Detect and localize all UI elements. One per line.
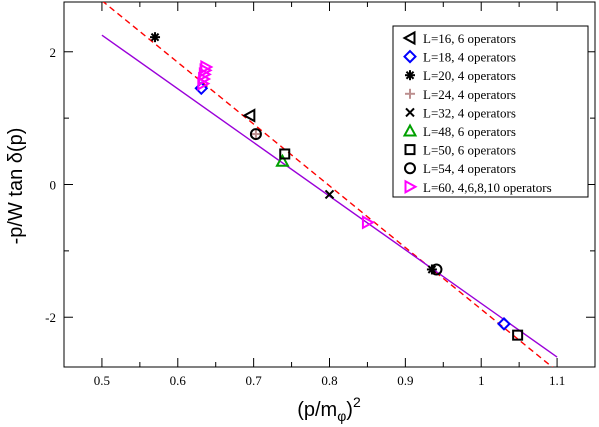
legend-marker [402,30,416,46]
legend-label: L=18, 4 operators [423,50,516,65]
legend-label: L=54, 4 operators [423,161,516,176]
x-tick-label: 0.9 [397,373,413,388]
data-point [200,59,214,75]
legend-label: L=16, 6 operators [423,31,516,46]
legend-label: L=24, 4 operators [423,87,516,102]
legend: L=16, 6 operators L=18, 4 operators L=20, … [392,25,589,198]
data-point [150,32,161,43]
y-tick-label: 2 [50,45,57,60]
data-point [279,148,291,160]
x-tick-label: 0.7 [246,373,263,388]
dashed-fit-line [102,2,554,367]
y-axis-label: -p/W tan δ(p) [5,128,27,245]
legend-marker [404,179,418,194]
fit-lines [101,2,558,367]
legend-marker [404,144,416,156]
legend-label: L=60, 4,6,8,10 operators [423,180,552,195]
data-point [249,128,262,141]
x-tick-label: 0.6 [170,373,187,388]
legend-label: L=32, 4 operators [423,105,516,120]
data-point [275,153,290,167]
legend-marker [405,88,415,99]
x-tick-label: 0.8 [321,373,337,388]
legend-label: L=50, 6 operators [423,143,516,158]
legend-marker [403,49,417,64]
data-point [497,316,511,331]
x-tick-label: 1 [478,373,485,388]
legend-box [392,25,589,198]
solid-fit-line [101,34,558,358]
legend-marker [405,70,415,81]
data-point [242,108,256,123]
data-markers [150,32,524,341]
legend-marker [402,123,418,137]
data-point [512,329,524,341]
legend-label: L=48, 6 operators [423,124,516,139]
legend-label: L=20, 4 operators [423,68,516,83]
y-tick-label: -2 [45,310,56,325]
data-point [361,215,376,230]
legend-marker [404,162,416,175]
data-point [430,263,443,276]
x-tick-label: 0.5 [94,373,110,388]
x-axis-label: (p/mφ)2 [297,394,361,424]
x-tick-label: 1.1 [549,373,565,388]
axis-ticks: 0.5 0.6 0.7 0.8 0.9 1 1.1 2 0 -2 [45,2,595,388]
data-point [250,129,261,140]
y-tick-label: 0 [50,178,57,193]
legend-marker [405,107,415,118]
data-point [324,189,335,200]
